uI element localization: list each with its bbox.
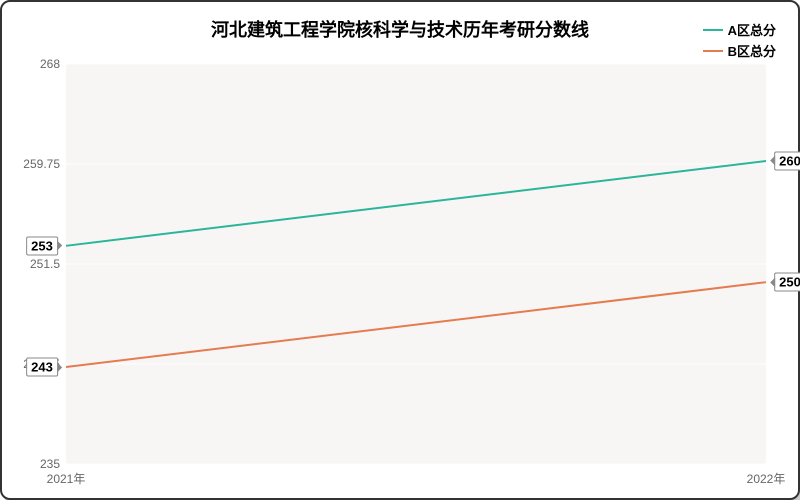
legend-item: B区总分 (703, 41, 776, 60)
plot-svg (66, 64, 766, 464)
x-tick-label: 2021年 (47, 470, 86, 487)
chart-container: 河北建筑工程学院核科学与技术历年考研分数线 A区总分 B区总分 235243.25… (0, 0, 800, 500)
y-tick-label: 259.75 (23, 157, 60, 171)
data-label: 250 (774, 273, 800, 292)
data-label: 243 (26, 358, 58, 377)
chart-title: 河北建筑工程学院核科学与技术历年考研分数线 (2, 16, 798, 42)
y-tick-label: 235 (40, 457, 60, 471)
legend-swatch (703, 29, 723, 31)
y-tick-label: 251.5 (30, 257, 60, 271)
legend-label: A区总分 (728, 20, 776, 39)
legend-label: B区总分 (728, 41, 776, 60)
data-label: 253 (26, 236, 58, 255)
plot-area: 235243.25251.5259.752682021年2022年2532602… (66, 64, 766, 464)
legend: A区总分 B区总分 (703, 20, 776, 62)
y-tick-label: 268 (40, 57, 60, 71)
x-tick-label: 2022年 (747, 470, 786, 487)
data-label: 260 (774, 151, 800, 170)
legend-item: A区总分 (703, 20, 776, 39)
legend-swatch (703, 50, 723, 52)
